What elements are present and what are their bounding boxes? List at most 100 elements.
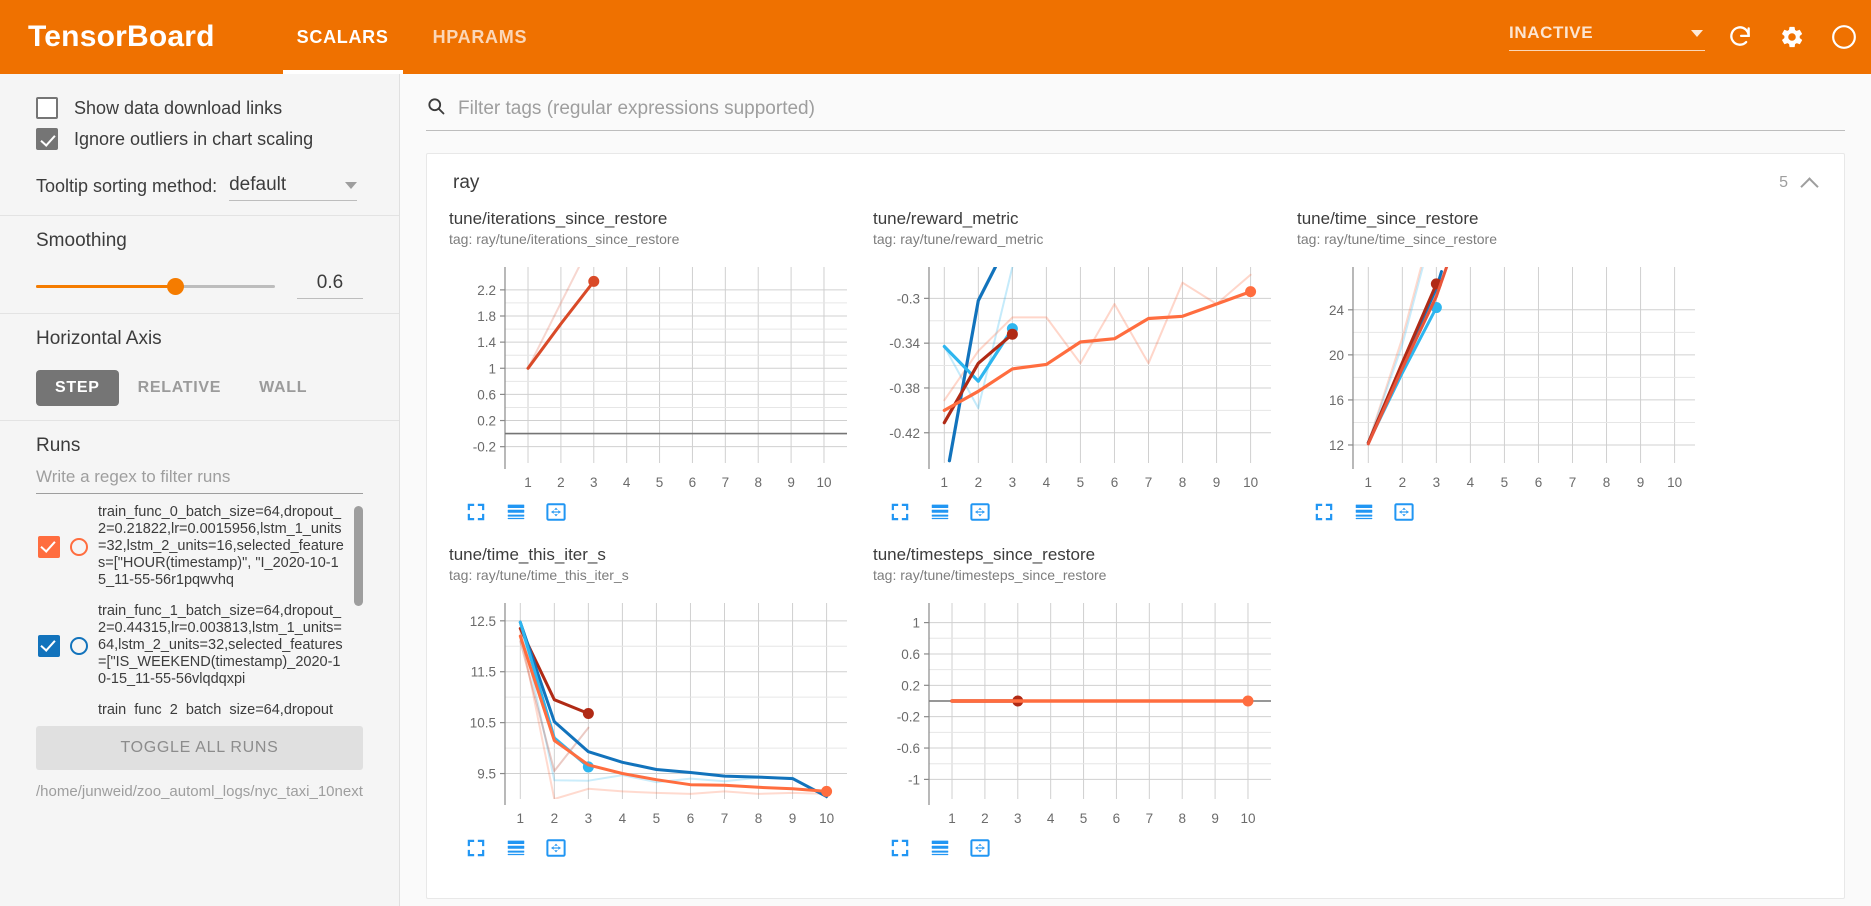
runs-filter-input[interactable]: Write a regex to filter runs: [36, 467, 363, 494]
settings-gear-icon[interactable]: [1775, 20, 1809, 54]
svg-text:10: 10: [1243, 475, 1258, 490]
svg-text:12: 12: [1329, 438, 1344, 453]
smoothing-label: Smoothing: [36, 230, 127, 251]
svg-text:-0.6: -0.6: [897, 741, 920, 756]
show-download-links-row[interactable]: Show data download links: [36, 97, 363, 119]
expand-chart-icon[interactable]: [889, 501, 911, 528]
run-marks: [36, 634, 98, 657]
svg-text:-0.2: -0.2: [473, 440, 496, 455]
chart-plot[interactable]: 12 16 20 24 1 2 3 4 5 6 7 8 9 10: [1297, 257, 1705, 495]
toggle-series-icon[interactable]: [929, 837, 951, 864]
toggle-series-icon[interactable]: [505, 501, 527, 528]
svg-text:8: 8: [1178, 811, 1186, 826]
reload-mode-select[interactable]: INACTIVE: [1509, 23, 1705, 51]
svg-text:8: 8: [1179, 475, 1187, 490]
svg-text:-0.2: -0.2: [897, 710, 920, 725]
chart-card-3: tune/time_this_iter_s tag: ray/tune/time_…: [449, 544, 857, 864]
svg-text:1: 1: [517, 811, 525, 826]
svg-text:7: 7: [1569, 475, 1577, 490]
expand-chart-icon[interactable]: [465, 501, 487, 528]
expand-chart-icon[interactable]: [1313, 501, 1335, 528]
header-actions: INACTIVE: [1509, 0, 1861, 74]
svg-text:5: 5: [653, 811, 661, 826]
chart-plot[interactable]: -1 -0.6 -0.2 0.2 0.6 1 1 2 3 4 5 6 7 8 9 10: [873, 593, 1281, 831]
run-label-2: train_func_2_batch_size=64,dropout_2=: [98, 702, 342, 716]
fit-domain-icon[interactable]: [969, 837, 991, 864]
tag-filter-input[interactable]: Filter tags (regular expressions support…: [458, 97, 815, 119]
axis-option-step[interactable]: STEP: [36, 370, 119, 406]
chevron-up-icon[interactable]: [1802, 175, 1818, 191]
run-color-swatch-0[interactable]: [70, 537, 88, 556]
toggle-all-runs-button[interactable]: TOGGLE ALL RUNS: [36, 726, 363, 770]
ignore-outliers-checkbox[interactable]: [36, 128, 58, 150]
smoothing-value-input[interactable]: 0.6: [297, 272, 363, 299]
chevron-down-icon: [1691, 29, 1703, 37]
fit-domain-icon[interactable]: [1393, 501, 1415, 528]
main-tabs: SCALARS HPARAMS: [275, 0, 549, 74]
svg-text:10.5: 10.5: [470, 716, 496, 731]
chart-tag: tag: ray/tune/time_this_iter_s: [449, 567, 629, 583]
svg-text:-0.3: -0.3: [897, 291, 920, 306]
runs-scrollbar[interactable]: [354, 504, 363, 716]
svg-text:2: 2: [981, 811, 989, 826]
tooltip-sorting-value: default: [229, 174, 287, 195]
run-color-swatch-1[interactable]: [70, 636, 88, 655]
run-marks: [36, 535, 98, 558]
chart-plot[interactable]: -0.2 0.2 0.6 1 1.4 1.8 2.2 1 2 3 4 5 6 7 8 9 10: [449, 257, 857, 495]
svg-text:0.6: 0.6: [901, 647, 920, 662]
svg-text:1.4: 1.4: [477, 335, 496, 350]
svg-text:6: 6: [1111, 475, 1119, 490]
chart-title: tune/timesteps_since_restore: [873, 545, 1096, 564]
smoothing-slider[interactable]: [36, 277, 275, 295]
app-header: TensorBoard SCALARS HPARAMS INACTIVE: [0, 0, 1871, 74]
expand-chart-icon[interactable]: [889, 837, 911, 864]
chart-card-0: tune/iterations_since_restore tag: ray/tu…: [449, 208, 857, 528]
svg-text:9: 9: [1637, 475, 1645, 490]
chart-actions: [889, 837, 1281, 864]
runs-list[interactable]: train_func_0_batch_size=64,dropout_2=0.2…: [36, 504, 363, 716]
toggle-series-icon[interactable]: [1353, 501, 1375, 528]
sidebar: Show data download links Ignore outliers…: [0, 74, 400, 906]
tag-filter-bar[interactable]: Filter tags (regular expressions support…: [426, 96, 1845, 131]
axis-option-relative[interactable]: RELATIVE: [137, 379, 222, 396]
divider: [0, 313, 399, 314]
svg-text:-0.42: -0.42: [889, 426, 920, 441]
tab-hparams[interactable]: HPARAMS: [432, 26, 528, 47]
fit-domain-icon[interactable]: [969, 501, 991, 528]
tag-group-count: 5: [1779, 174, 1788, 191]
runs-scrollbar-thumb[interactable]: [354, 506, 363, 606]
horizontal-axis-buttons: STEP RELATIVE WALL: [36, 370, 363, 406]
chart-plot[interactable]: -0.42 -0.38 -0.34 -0.3 1 2 3 4 5 6 7 8 9 10: [873, 257, 1281, 495]
chart-plot[interactable]: 9.5 10.5 11.5 12.5 1 2 3 4 5 6 7 8 9 10: [449, 593, 857, 831]
help-circle-icon[interactable]: [1827, 20, 1861, 54]
refresh-icon[interactable]: [1723, 20, 1757, 54]
tab-scalars[interactable]: SCALARS: [275, 0, 411, 74]
run-checkbox-1[interactable]: [38, 634, 60, 657]
run-label-0: train_func_0_batch_size=64,dropout_2=0.2…: [98, 504, 344, 588]
show-download-links-checkbox[interactable]: [36, 97, 58, 119]
svg-text:7: 7: [722, 475, 730, 490]
chart-tag: tag: ray/tune/timesteps_since_restore: [873, 567, 1107, 583]
fit-domain-icon[interactable]: [545, 501, 567, 528]
fit-domain-icon[interactable]: [545, 837, 567, 864]
run-checkbox-0[interactable]: [38, 535, 60, 558]
svg-text:9: 9: [787, 475, 795, 490]
svg-text:1: 1: [488, 361, 496, 376]
svg-text:10: 10: [816, 475, 831, 490]
run-item-2[interactable]: train_func_2_batch_size=64,dropout_2=: [36, 702, 353, 716]
svg-text:5: 5: [1077, 475, 1085, 490]
toggle-series-icon[interactable]: [505, 837, 527, 864]
svg-text:9: 9: [1213, 475, 1221, 490]
display-options-section: Show data download links Ignore outliers…: [0, 74, 399, 215]
slider-knob[interactable]: [166, 277, 184, 295]
run-item-0[interactable]: train_func_0_batch_size=64,dropout_2=0.2…: [36, 504, 353, 589]
run-item-1[interactable]: train_func_1_batch_size=64,dropout_2=0.4…: [36, 603, 353, 688]
tooltip-sorting-select[interactable]: default: [229, 174, 358, 201]
expand-chart-icon[interactable]: [465, 837, 487, 864]
ignore-outliers-row[interactable]: Ignore outliers in chart scaling: [36, 128, 363, 150]
runs-section: Runs Write a regex to filter runs train_…: [0, 421, 399, 801]
axis-option-wall[interactable]: WALL: [259, 379, 308, 396]
svg-text:10: 10: [1240, 811, 1255, 826]
toggle-series-icon[interactable]: [929, 501, 951, 528]
tag-group-header[interactable]: ray 5: [427, 154, 1844, 208]
